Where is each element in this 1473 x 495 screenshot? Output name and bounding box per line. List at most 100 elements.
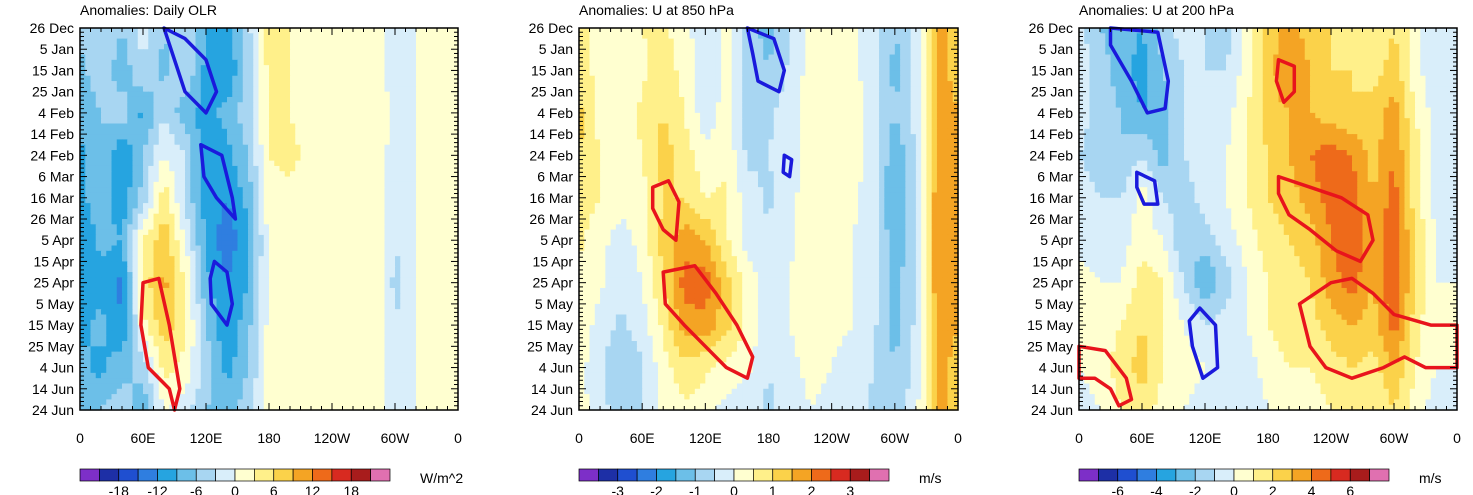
field-cell	[389, 49, 396, 56]
field-cell	[106, 176, 113, 183]
field-cell	[185, 245, 191, 252]
field-cell	[153, 165, 160, 172]
field-cell	[316, 81, 323, 87]
field-cell	[269, 298, 275, 305]
field-cell	[232, 266, 239, 273]
field-cell	[374, 325, 380, 332]
field-cell	[153, 351, 160, 358]
field-cell	[200, 293, 207, 300]
field-cell	[279, 91, 286, 98]
field-cell	[284, 49, 291, 56]
field-cell	[101, 33, 107, 40]
field-cell	[389, 383, 396, 390]
field-cell	[200, 346, 207, 353]
field-cell	[447, 325, 454, 332]
field-cell	[279, 176, 286, 183]
field-cell	[347, 181, 354, 188]
field-cell	[437, 388, 443, 395]
field-cell	[263, 118, 270, 125]
field-cell	[216, 219, 223, 225]
field-cell	[237, 378, 244, 385]
field-cell	[227, 330, 233, 337]
field-cell	[206, 123, 212, 130]
field-cell	[195, 33, 202, 40]
field-cell	[221, 287, 228, 294]
field-cell	[179, 144, 186, 151]
field-cell	[164, 372, 170, 379]
field-cell	[237, 256, 244, 263]
field-cell	[111, 54, 118, 61]
field-cell	[332, 208, 338, 215]
field-cell	[116, 293, 123, 300]
field-cell	[431, 81, 438, 87]
field-cell	[337, 293, 344, 300]
field-cell	[384, 219, 391, 225]
field-cell	[363, 107, 370, 114]
field-cell	[190, 335, 197, 342]
field-cell	[431, 378, 438, 385]
field-cell	[284, 293, 291, 300]
field-cell	[347, 309, 354, 316]
field-cell	[148, 165, 155, 172]
field-cell	[295, 91, 302, 98]
field-cell	[426, 356, 433, 363]
field-cell	[337, 372, 344, 379]
field-cell	[305, 134, 312, 141]
field-cell	[137, 176, 144, 183]
field-cell	[379, 118, 386, 125]
field-cell	[300, 287, 307, 294]
field-cell	[90, 298, 97, 305]
field-cell	[332, 65, 338, 72]
field-cell	[174, 240, 181, 247]
field-cell	[416, 96, 422, 103]
field-cell	[452, 282, 459, 289]
field-cell	[185, 240, 191, 247]
field-fill	[80, 28, 459, 411]
field-cell	[358, 256, 365, 263]
field-cell	[426, 240, 433, 247]
field-cell	[206, 176, 212, 183]
field-cell	[290, 203, 296, 209]
field-cell	[122, 213, 128, 220]
field-cell	[300, 351, 307, 358]
field-cell	[395, 38, 401, 45]
field-cell	[342, 287, 349, 294]
field-cell	[95, 383, 102, 390]
field-cell	[263, 319, 270, 326]
field-cell	[269, 335, 275, 342]
field-cell	[305, 70, 312, 77]
field-cell	[300, 341, 307, 347]
field-cell	[248, 70, 254, 77]
field-cell	[410, 144, 417, 151]
field-cell	[395, 81, 401, 87]
field-cell	[416, 229, 422, 236]
field-cell	[452, 144, 459, 151]
field-cell	[253, 134, 260, 141]
field-cell	[374, 245, 380, 252]
field-cell	[158, 335, 165, 342]
field-cell	[185, 59, 191, 66]
field-cell	[253, 187, 260, 194]
field-cell	[400, 28, 407, 34]
field-cell	[153, 335, 160, 342]
field-cell	[332, 96, 338, 103]
field-cell	[284, 287, 291, 294]
field-cell	[95, 118, 102, 125]
field-cell	[316, 171, 323, 178]
field-cell	[442, 219, 449, 225]
field-cell	[164, 287, 170, 294]
field-cell	[237, 314, 244, 321]
field-cell	[179, 346, 186, 353]
field-cell	[416, 33, 422, 40]
field-cell	[347, 65, 354, 72]
field-cell	[143, 112, 149, 119]
field-cell	[389, 139, 396, 146]
field-cell	[358, 346, 365, 353]
field-cell	[137, 287, 144, 294]
field-cell	[452, 155, 459, 162]
field-cell	[400, 96, 407, 103]
field-cell	[132, 293, 139, 300]
field-cell	[347, 197, 354, 204]
field-cell	[90, 134, 97, 141]
field-cell	[242, 139, 249, 146]
